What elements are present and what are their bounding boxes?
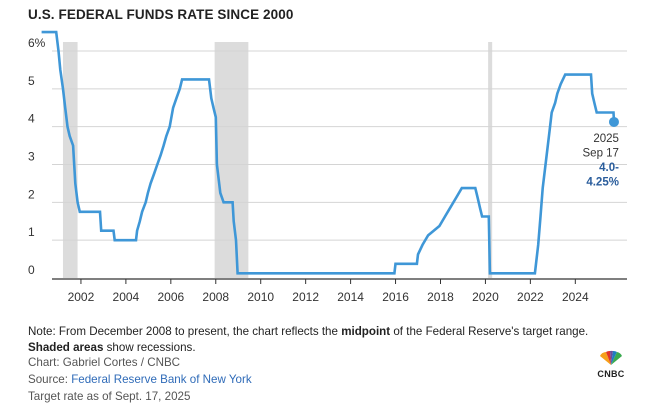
rate-series-line	[41, 30, 616, 275]
y-tick-label: 2	[28, 187, 35, 201]
callout-value-low: 4.0-	[599, 162, 619, 174]
x-tick-label: 2024	[562, 290, 589, 304]
source-link[interactable]: Federal Reserve Bank of New York	[71, 373, 252, 386]
x-tick-label: 2008	[202, 290, 229, 304]
callout-date: Sep 17	[583, 147, 619, 159]
chart-note: Note: From December 2008 to present, the…	[28, 325, 589, 354]
latest-rate-marker	[608, 116, 619, 127]
x-tick-label: 2002	[68, 290, 95, 304]
y-tick-label: 5	[28, 74, 35, 88]
chart-credit: Chart: Gabriel Cortes / CNBC	[28, 356, 181, 369]
y-tick-label: 0	[28, 263, 35, 277]
recession-shading-layer	[62, 42, 493, 278]
cnbc-logo-text: CNBC	[597, 369, 625, 379]
latest-rate-callout: 2025 Sep 17 4.0- 4.25%	[583, 133, 620, 189]
target-rate-date: Target rate as of Sept. 17, 2025	[28, 390, 191, 403]
peacock-icon	[600, 350, 622, 365]
fed-funds-chart: 0 1 2 3 4 5 6% 2002 2004 2006 2008 2010 2012 2014 201…	[28, 30, 627, 304]
y-axis-labels: 0 1 2 3 4 5 6%	[28, 36, 46, 277]
callout-value-high: 4.25%	[586, 176, 619, 188]
x-tick-label: 2006	[157, 290, 184, 304]
x-axis-labels: 2002 2004 2006 2008 2010 2012 2014 2016 2018 2020…	[68, 279, 589, 304]
source-line: Source: Federal Reserve Bank of New York	[28, 373, 252, 386]
gridlines-layer	[52, 50, 627, 241]
cnbc-logo: CNBC	[594, 350, 628, 379]
y-tick-label: 4	[28, 112, 35, 126]
recession-band	[214, 42, 249, 278]
y-tick-label: 1	[28, 225, 35, 239]
y-tick-label: 3	[28, 150, 35, 164]
callout-year: 2025	[593, 133, 619, 145]
recession-band	[488, 42, 493, 278]
recession-band	[62, 42, 78, 278]
y-tick-label: 6%	[28, 36, 46, 50]
x-tick-label: 2022	[517, 290, 544, 304]
x-tick-label: 2016	[382, 290, 409, 304]
x-tick-label: 2012	[292, 290, 319, 304]
x-tick-label: 2014	[337, 290, 364, 304]
x-tick-label: 2020	[472, 290, 499, 304]
chart-title: U.S. FEDERAL FUNDS RATE SINCE 2000	[28, 7, 294, 22]
x-tick-label: 2018	[427, 290, 454, 304]
x-tick-label: 2004	[113, 290, 140, 304]
x-tick-label: 2010	[247, 290, 274, 304]
